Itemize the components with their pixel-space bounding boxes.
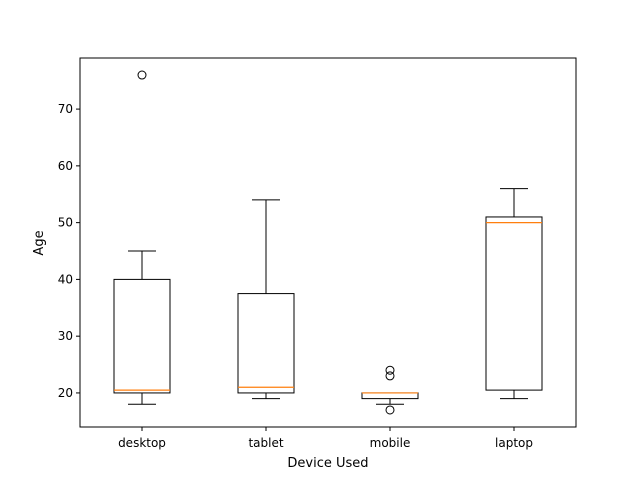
box-laptop: [485, 188, 543, 400]
outlier-point: [385, 371, 395, 381]
x-tick-label: laptop: [495, 436, 533, 450]
x-tick-label: tablet: [248, 436, 283, 450]
y-axis-label: Age: [32, 230, 47, 255]
y-tick-label: 20: [58, 386, 73, 400]
outlier-point: [385, 405, 395, 415]
plot-elements: [113, 70, 543, 415]
box-tablet: [237, 199, 295, 400]
y-tick-label: 60: [58, 159, 73, 173]
box-desktop: [113, 70, 171, 405]
iqr-box: [485, 216, 543, 391]
y-tick-label: 70: [58, 102, 73, 116]
y-tick-label: 50: [58, 216, 73, 230]
x-axis: desktop tablet mobile laptop: [118, 427, 533, 450]
y-tick-label: 40: [58, 272, 73, 286]
iqr-box: [113, 278, 171, 394]
box-mobile: [361, 365, 419, 415]
outlier-point: [137, 70, 147, 80]
iqr-box: [237, 293, 295, 394]
x-tick-label: desktop: [118, 436, 166, 450]
y-axis: 20 30 40 50 60 70: [58, 102, 80, 400]
plot-frame: [79, 57, 577, 428]
y-tick-label: 30: [58, 329, 73, 343]
x-tick-label: mobile: [370, 436, 411, 450]
outlier-point: [385, 365, 395, 375]
x-axis-label: Device Used: [287, 456, 368, 471]
